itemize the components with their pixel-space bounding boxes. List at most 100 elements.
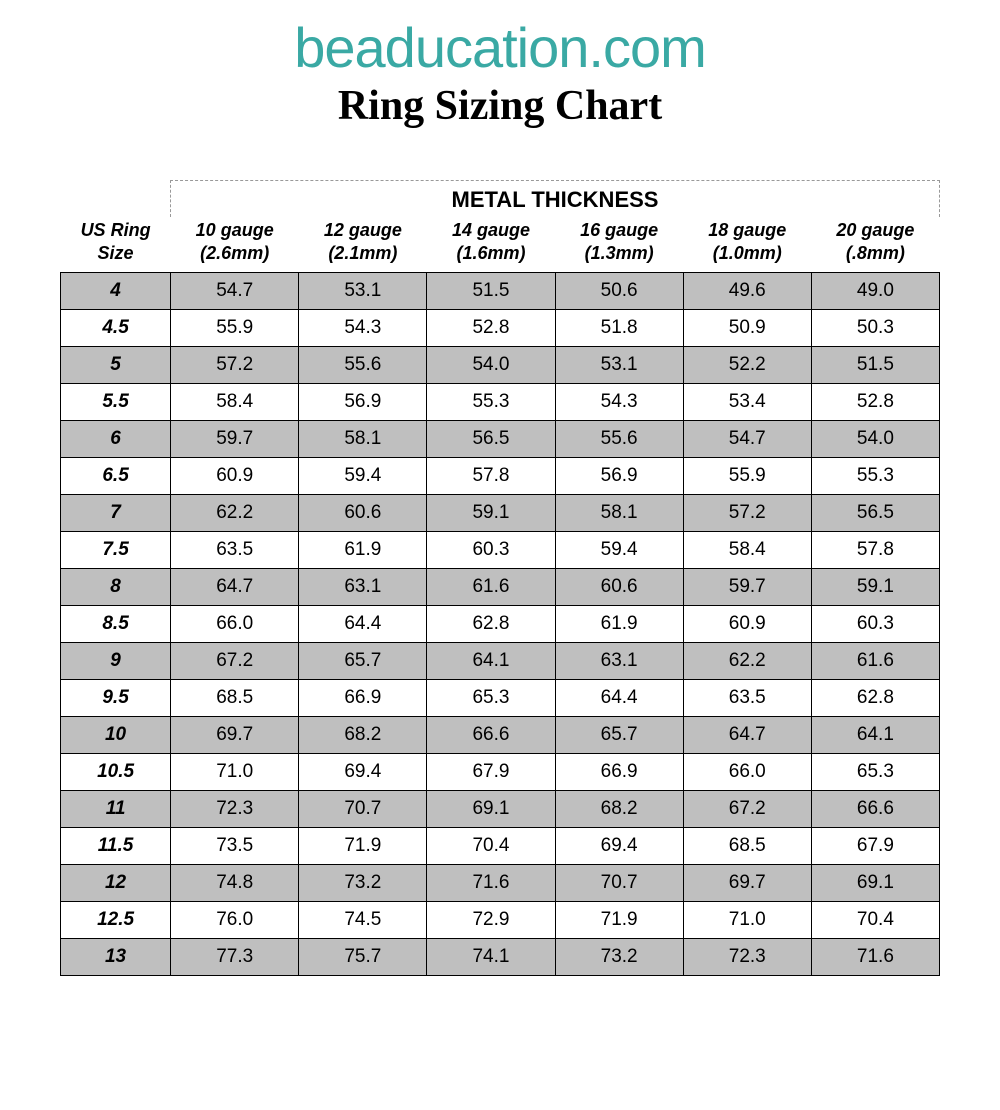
column-header: 18 gauge(1.0mm) xyxy=(683,217,811,273)
data-cell: 74.5 xyxy=(299,902,427,939)
table-row: 7.563.561.960.359.458.457.8 xyxy=(61,532,940,569)
data-cell: 62.2 xyxy=(683,643,811,680)
data-cell: 73.2 xyxy=(555,939,683,976)
size-cell: 4 xyxy=(61,273,171,310)
row-header: US Ring Size xyxy=(61,217,171,273)
data-cell: 67.2 xyxy=(683,791,811,828)
data-cell: 55.3 xyxy=(811,458,939,495)
data-cell: 68.2 xyxy=(555,791,683,828)
data-cell: 69.1 xyxy=(427,791,555,828)
data-cell: 71.0 xyxy=(171,754,299,791)
data-cell: 70.4 xyxy=(427,828,555,865)
data-cell: 72.3 xyxy=(171,791,299,828)
table-row: 659.758.156.555.654.754.0 xyxy=(61,421,940,458)
table-row: 6.560.959.457.856.955.955.3 xyxy=(61,458,940,495)
data-cell: 66.9 xyxy=(299,680,427,717)
sizing-table: US Ring Size 10 gauge(2.6mm)12 gauge(2.1… xyxy=(60,217,940,976)
column-header: 20 gauge(.8mm) xyxy=(811,217,939,273)
data-cell: 71.9 xyxy=(299,828,427,865)
header-row: US Ring Size 10 gauge(2.6mm)12 gauge(2.1… xyxy=(61,217,940,273)
size-cell: 8.5 xyxy=(61,606,171,643)
data-cell: 63.1 xyxy=(299,569,427,606)
column-header: 16 gauge(1.3mm) xyxy=(555,217,683,273)
column-spanner: METAL THICKNESS xyxy=(170,180,940,217)
data-cell: 63.5 xyxy=(683,680,811,717)
data-cell: 52.2 xyxy=(683,347,811,384)
data-cell: 58.1 xyxy=(555,495,683,532)
size-cell: 12.5 xyxy=(61,902,171,939)
data-cell: 62.2 xyxy=(171,495,299,532)
data-cell: 51.8 xyxy=(555,310,683,347)
size-cell: 5 xyxy=(61,347,171,384)
data-cell: 54.0 xyxy=(427,347,555,384)
data-cell: 68.5 xyxy=(683,828,811,865)
data-cell: 58.4 xyxy=(683,532,811,569)
data-cell: 71.6 xyxy=(427,865,555,902)
data-cell: 64.1 xyxy=(427,643,555,680)
size-cell: 6.5 xyxy=(61,458,171,495)
data-cell: 51.5 xyxy=(811,347,939,384)
table-row: 1377.375.774.173.272.371.6 xyxy=(61,939,940,976)
data-cell: 71.9 xyxy=(555,902,683,939)
data-cell: 60.6 xyxy=(555,569,683,606)
data-cell: 61.9 xyxy=(299,532,427,569)
data-cell: 61.6 xyxy=(427,569,555,606)
size-cell: 12 xyxy=(61,865,171,902)
data-cell: 64.1 xyxy=(811,717,939,754)
data-cell: 54.3 xyxy=(299,310,427,347)
data-cell: 57.2 xyxy=(683,495,811,532)
data-cell: 67.9 xyxy=(427,754,555,791)
data-cell: 60.9 xyxy=(171,458,299,495)
data-cell: 65.3 xyxy=(811,754,939,791)
data-cell: 64.7 xyxy=(683,717,811,754)
brand-logo: beaducation.com xyxy=(294,20,706,76)
data-cell: 56.5 xyxy=(427,421,555,458)
data-cell: 74.1 xyxy=(427,939,555,976)
data-cell: 73.2 xyxy=(299,865,427,902)
data-cell: 60.9 xyxy=(683,606,811,643)
size-cell: 13 xyxy=(61,939,171,976)
data-cell: 55.6 xyxy=(555,421,683,458)
data-cell: 59.4 xyxy=(299,458,427,495)
table-body: 454.753.151.550.649.649.04.555.954.352.8… xyxy=(61,273,940,976)
size-cell: 5.5 xyxy=(61,384,171,421)
data-cell: 61.6 xyxy=(811,643,939,680)
data-cell: 77.3 xyxy=(171,939,299,976)
size-cell: 9 xyxy=(61,643,171,680)
data-cell: 72.9 xyxy=(427,902,555,939)
data-cell: 51.5 xyxy=(427,273,555,310)
sizing-chart: METAL THICKNESS US Ring Size 10 gauge(2.… xyxy=(60,180,940,976)
size-cell: 9.5 xyxy=(61,680,171,717)
data-cell: 69.7 xyxy=(171,717,299,754)
data-cell: 49.6 xyxy=(683,273,811,310)
data-cell: 64.7 xyxy=(171,569,299,606)
data-cell: 59.1 xyxy=(427,495,555,532)
data-cell: 50.9 xyxy=(683,310,811,347)
data-cell: 64.4 xyxy=(299,606,427,643)
column-header: 14 gauge(1.6mm) xyxy=(427,217,555,273)
size-cell: 10.5 xyxy=(61,754,171,791)
table-row: 762.260.659.158.157.256.5 xyxy=(61,495,940,532)
table-row: 1069.768.266.665.764.764.1 xyxy=(61,717,940,754)
column-header: 12 gauge(2.1mm) xyxy=(299,217,427,273)
data-cell: 64.4 xyxy=(555,680,683,717)
data-cell: 49.0 xyxy=(811,273,939,310)
table-row: 4.555.954.352.851.850.950.3 xyxy=(61,310,940,347)
data-cell: 59.7 xyxy=(683,569,811,606)
size-cell: 10 xyxy=(61,717,171,754)
data-cell: 59.1 xyxy=(811,569,939,606)
data-cell: 69.1 xyxy=(811,865,939,902)
data-cell: 54.7 xyxy=(683,421,811,458)
data-cell: 65.3 xyxy=(427,680,555,717)
size-cell: 6 xyxy=(61,421,171,458)
data-cell: 65.7 xyxy=(299,643,427,680)
size-cell: 11.5 xyxy=(61,828,171,865)
data-cell: 61.9 xyxy=(555,606,683,643)
data-cell: 71.0 xyxy=(683,902,811,939)
data-cell: 52.8 xyxy=(427,310,555,347)
table-row: 10.571.069.467.966.966.065.3 xyxy=(61,754,940,791)
data-cell: 63.5 xyxy=(171,532,299,569)
data-cell: 68.2 xyxy=(299,717,427,754)
size-cell: 4.5 xyxy=(61,310,171,347)
table-row: 1172.370.769.168.267.266.6 xyxy=(61,791,940,828)
